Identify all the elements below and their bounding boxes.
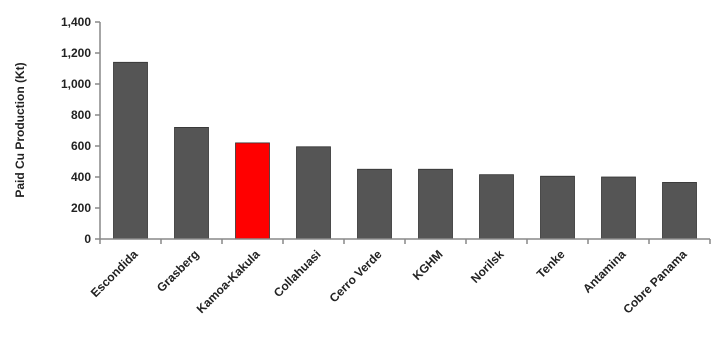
- y-tick-label: 1,000: [61, 77, 91, 91]
- bar-kamoa-kakula: [235, 142, 270, 240]
- y-tick-label: 0: [84, 232, 91, 246]
- x-tick-label: Cerro Verde: [327, 247, 385, 305]
- y-tick-label: 1,400: [61, 15, 91, 29]
- bar-kghm: [418, 168, 453, 240]
- y-tick-label: 400: [71, 170, 91, 184]
- x-tick-label: Escondida: [88, 247, 141, 300]
- bar-antamina: [601, 176, 636, 240]
- bar-escondida: [113, 61, 148, 240]
- x-tick-label: KGHM: [410, 247, 446, 283]
- y-axis-title: Paid Cu Production (Kt): [13, 62, 27, 197]
- y-tick-label: 1,200: [61, 46, 91, 60]
- x-tick-label: Cobre Panama: [620, 247, 690, 317]
- y-tick-label: 200: [71, 201, 91, 215]
- bar-tenke: [540, 175, 575, 240]
- bar-collahuasi: [296, 146, 331, 240]
- x-tick-label: Grasberg: [154, 247, 202, 295]
- bar-norilsk: [479, 174, 514, 240]
- bars: [113, 61, 697, 240]
- y-tick-label: 800: [71, 108, 91, 122]
- bar-cerro-verde: [357, 168, 392, 240]
- x-tick-label: Collahuasi: [271, 247, 324, 300]
- x-tick-label: Norilsk: [468, 247, 507, 286]
- y-axis-ticks: 0 200 400 600 800 1,000 1,200 1,400: [61, 15, 100, 246]
- x-tick-label: Tenke: [534, 247, 568, 281]
- x-tick-label: Antamina: [580, 247, 629, 296]
- axes: [99, 22, 711, 244]
- y-tick-label: 600: [71, 139, 91, 153]
- bar-cobre-panama: [662, 182, 697, 240]
- x-tick-label: Kamoa-Kakula: [194, 247, 263, 316]
- bar-grasberg: [174, 127, 209, 240]
